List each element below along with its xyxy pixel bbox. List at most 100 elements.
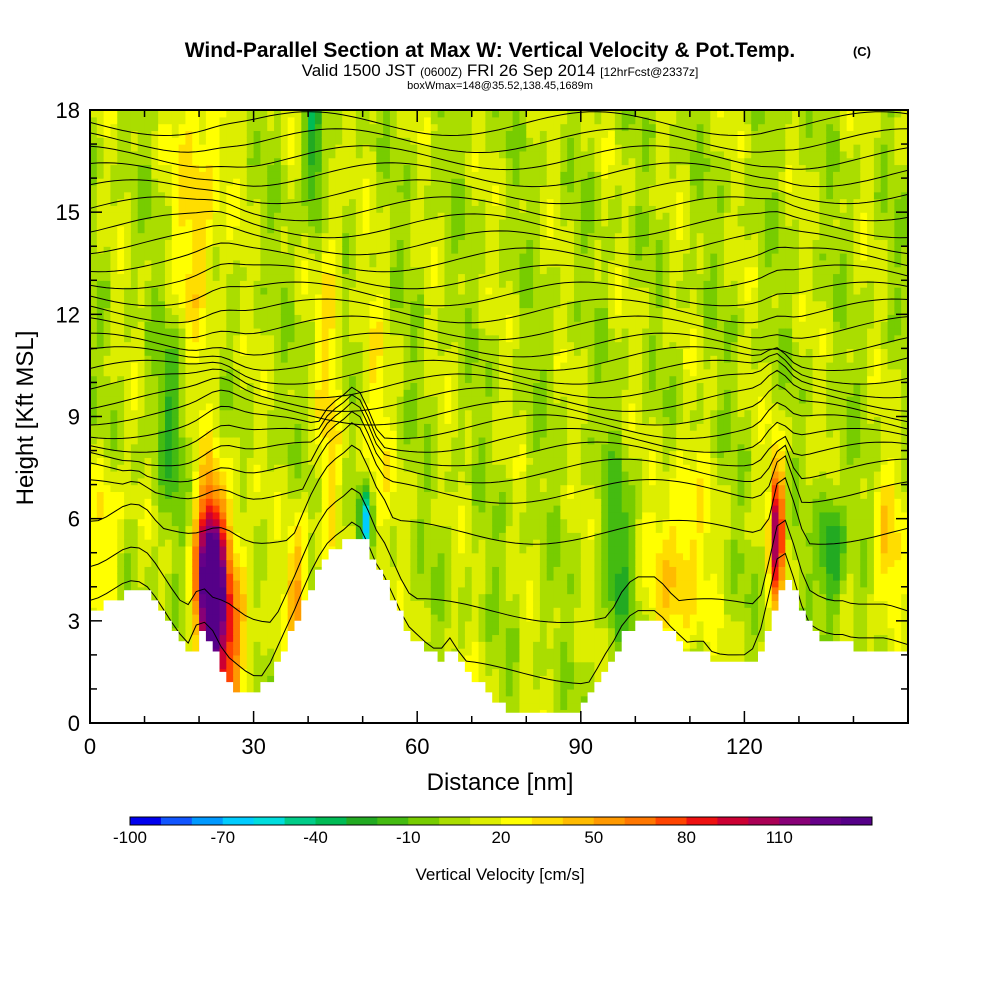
w-cell [424,280,432,288]
w-cell [233,682,241,690]
w-cell [369,436,377,445]
w-cell [267,157,275,166]
w-cell [117,375,125,384]
w-cell [464,607,473,615]
w-cell [239,525,248,533]
w-cell [403,443,411,452]
w-cell [458,266,466,275]
w-cell [124,477,132,486]
w-cell [424,641,432,649]
w-cell [274,375,282,384]
w-cell [294,130,302,138]
w-cell [185,566,193,574]
w-cell [444,253,452,261]
w-cell [417,348,425,356]
w-cell [430,436,439,445]
w-cell [192,137,200,145]
w-cell [451,511,459,520]
w-cell [430,518,439,527]
w-cell [321,532,330,540]
w-cell [403,484,411,493]
w-cell [321,293,330,302]
w-cell [90,225,98,234]
w-cell [239,654,248,663]
w-cell [308,518,316,527]
w-cell [233,505,241,513]
w-cell [396,368,405,377]
w-cell [212,579,221,588]
w-cell [417,525,425,533]
w-cell [314,334,323,343]
w-cell [103,566,112,574]
w-cell [301,116,309,125]
w-cell [260,620,268,629]
w-cell [383,327,391,336]
w-cell [355,110,364,118]
w-cell [335,225,343,234]
w-cell [335,505,343,513]
w-cell [144,348,152,356]
w-cell [164,607,173,615]
w-cell [403,450,411,458]
w-cell [342,110,350,118]
w-cell [342,450,350,458]
w-cell [417,627,425,636]
w-cell [267,239,275,247]
w-cell [171,287,180,295]
w-cell [205,164,214,172]
w-cell [437,423,446,431]
w-cell [233,334,241,343]
w-cell [151,539,159,547]
w-cell [219,137,227,145]
w-cell [301,443,309,452]
w-cell [308,191,316,200]
w-cell [383,212,391,220]
w-cell [246,477,255,486]
w-cell [219,443,227,452]
w-cell [260,314,268,322]
w-cell [171,218,180,227]
w-cell [430,641,439,649]
w-cell [239,505,248,513]
w-cell [185,634,193,642]
w-cell [444,334,452,343]
w-cell [103,470,112,479]
w-cell [117,348,125,356]
w-cell [260,293,268,302]
w-cell [335,470,343,479]
w-cell [130,144,139,152]
w-cell [267,648,275,656]
w-cell [253,123,262,132]
w-cell [287,280,296,288]
w-cell [260,532,268,540]
w-cell [103,579,112,588]
w-cell [396,402,405,411]
w-cell [369,539,377,547]
w-cell [301,586,309,595]
w-cell [362,293,371,302]
w-cell [253,443,262,452]
w-cell [103,545,112,554]
w-cell [199,157,207,166]
w-cell [458,239,466,247]
w-cell [246,116,255,125]
w-cell [185,389,193,397]
w-cell [355,375,364,384]
w-cell [164,436,173,445]
w-cell [103,293,112,302]
w-cell [376,144,384,152]
w-cell [287,259,296,268]
w-cell [342,287,350,295]
w-cell [199,205,207,213]
w-cell [246,239,255,247]
w-cell [328,477,336,486]
w-cell [328,436,336,445]
w-cell [287,300,296,309]
w-cell [90,559,98,567]
w-cell [246,259,255,268]
w-cell [349,116,357,125]
w-cell [144,184,152,193]
w-cell [335,239,343,247]
w-cell [430,539,439,547]
w-cell [383,157,391,166]
